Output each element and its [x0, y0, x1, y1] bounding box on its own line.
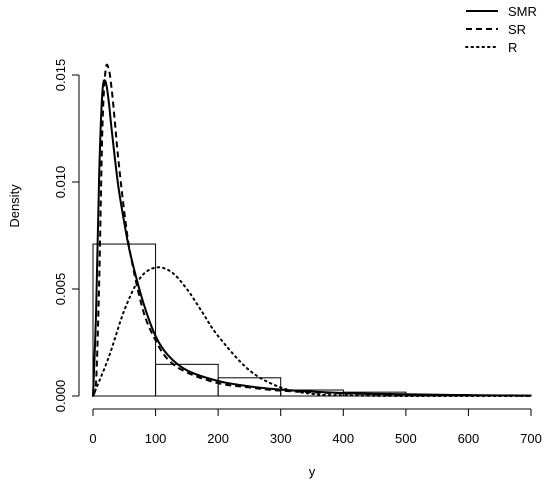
y-tick-label: 0.000: [53, 380, 68, 413]
legend-label-smr: SMR: [508, 4, 537, 19]
y-tick-label: 0.015: [53, 59, 68, 92]
x-tick-label: 100: [145, 431, 167, 446]
legend-label-r: R: [508, 40, 517, 55]
legend: SMR SR R: [465, 4, 537, 55]
x-tick-label: 500: [395, 431, 417, 446]
x-tick-label: 300: [270, 431, 292, 446]
legend-label-sr: SR: [508, 22, 526, 37]
x-tick-label: 700: [520, 431, 542, 446]
x-tick-label: 400: [332, 431, 354, 446]
y-tick-label: 0.010: [53, 166, 68, 199]
y-axis-label: Density: [7, 184, 22, 228]
x-tick-label: 600: [458, 431, 480, 446]
x-axis-label: y: [309, 464, 316, 479]
axes: 0 100 200 300 400 500 600 700 0.000 0.005 0.010 0.0…: [53, 59, 542, 446]
histogram-bar: [92, 243, 157, 397]
x-tick-label: 0: [89, 431, 96, 446]
series-smr-line: [92, 79, 532, 397]
series-sr-line: [92, 63, 532, 397]
x-tick-label: 200: [207, 431, 229, 446]
y-tick-label: 0.005: [53, 273, 68, 306]
density-curves: [92, 63, 532, 398]
series-r-line: [92, 266, 532, 398]
